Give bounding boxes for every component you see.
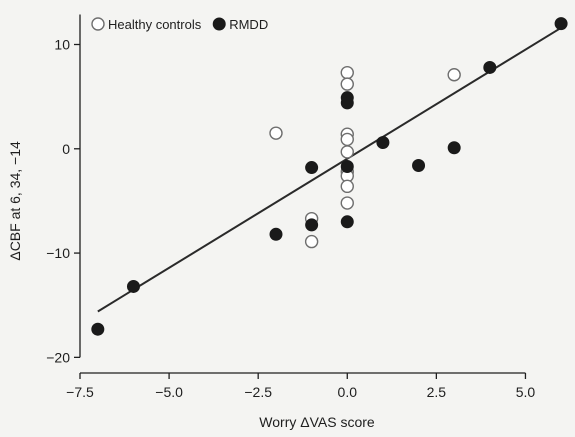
data-points <box>91 17 568 336</box>
rmdd-point <box>376 136 390 150</box>
healthy-control-point <box>340 196 354 210</box>
rmdd-point <box>340 215 354 229</box>
y-axis-title: ΔCBF at 6, 34, −14 <box>7 141 23 261</box>
healthy-control-point <box>340 145 354 159</box>
x-tick-label: 0.0 <box>338 384 358 400</box>
x-tick-label: 2.5 <box>427 384 447 400</box>
healthy-control-point <box>340 65 354 80</box>
healthy-control-point <box>447 68 461 82</box>
rmdd-point <box>305 218 319 232</box>
rmdd-point <box>340 96 354 110</box>
rmdd-point <box>554 17 568 31</box>
rmdd-point <box>305 161 319 175</box>
legend: Healthy controls RMDD <box>91 17 268 32</box>
healthy-control-point <box>304 234 319 249</box>
healthy-control-point <box>269 126 283 140</box>
healthy-control-point <box>340 179 354 194</box>
y-tick-label: −10 <box>46 245 70 261</box>
legend-label: RMDD <box>229 17 268 32</box>
legend-marker-rmdd <box>212 17 226 31</box>
legend-label: Healthy controls <box>108 17 202 32</box>
x-tick-label: −2.5 <box>244 384 272 400</box>
y-tick-label: −20 <box>46 349 70 365</box>
rmdd-point <box>126 279 140 293</box>
y-tick-label: 0 <box>62 141 70 157</box>
fit-line-group <box>97 26 562 313</box>
healthy-control-point <box>340 77 354 91</box>
rmdd-point <box>412 158 426 172</box>
rmdd-point <box>447 141 461 155</box>
healthy-control-point <box>340 132 354 147</box>
x-tick-label: −5.0 <box>155 384 183 400</box>
rmdd-point <box>269 227 283 241</box>
rmdd-point <box>91 322 105 336</box>
rmdd-point <box>340 160 354 174</box>
axes: 10 0 −10 −20 −7.5 −5.0 −2.5 0.0 2.5 5.0 Worry ΔVAS… <box>7 14 536 430</box>
x-axis-title: Worry ΔVAS score <box>259 414 375 430</box>
legend-marker-healthy-controls <box>91 17 105 31</box>
rmdd-point <box>483 60 497 74</box>
y-tick-label: 10 <box>54 37 70 53</box>
x-tick-label: −7.5 <box>66 384 94 400</box>
regression-line <box>97 26 562 313</box>
x-tick-label: 5.0 <box>516 384 536 400</box>
